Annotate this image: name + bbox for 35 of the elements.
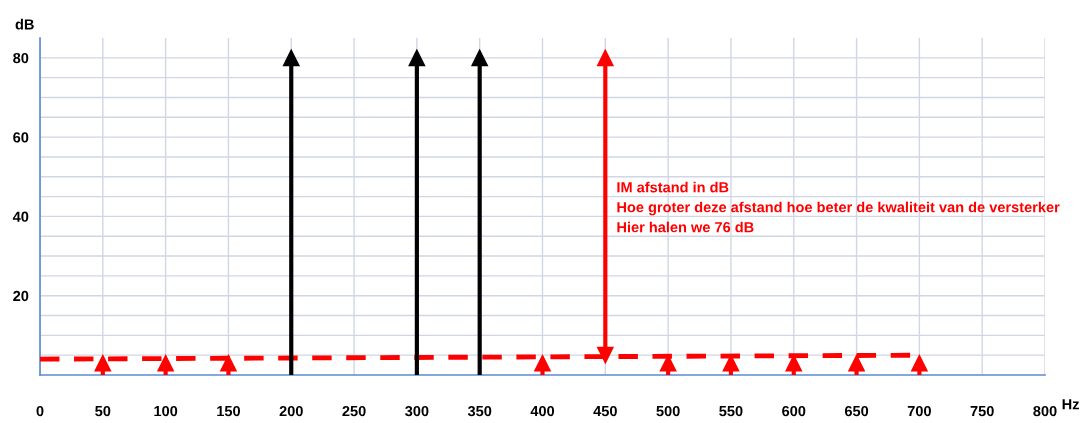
point (596, 346, 614, 364)
x-tick-label: 100 (154, 405, 178, 417)
point (282, 49, 300, 67)
y-tick-label: 40 (12, 211, 29, 222)
x-tick-label: 750 (970, 405, 994, 417)
point (911, 354, 928, 372)
y-tick-label: 80 (13, 52, 29, 64)
annotation: IM afstand in dB Hoe groter deze afstand hoe beter de kwaliteit van de versterker Hier halen we 76 dB (617, 181, 1060, 233)
point (471, 49, 489, 67)
x-tick-label: 650 (844, 405, 869, 417)
x-tick-label: 800 (1033, 405, 1057, 417)
y-tick-label: 60 (13, 132, 29, 143)
point (94, 354, 112, 372)
x-tick-label: 50 (95, 405, 111, 417)
x-tick-label: 450 (593, 405, 617, 417)
x-tick-label: 700 (907, 405, 931, 417)
x-tick-label: 350 (467, 405, 492, 417)
y-tick-label: 20 (13, 290, 29, 302)
x-tick-label: 0 (36, 405, 44, 417)
x-tick-label: 250 (342, 405, 366, 417)
point (848, 354, 865, 372)
point (534, 354, 551, 372)
x-tick-label: 300 (405, 405, 429, 417)
x-tick-label: 150 (217, 405, 241, 417)
x-tick-label: 400 (530, 405, 555, 417)
point (596, 49, 614, 67)
x-tick-label: 550 (719, 405, 743, 417)
point (157, 354, 174, 372)
x-tick-label: 600 (782, 405, 806, 417)
x-tick-label: 200 (279, 405, 303, 417)
x-axis-title: Hz (1062, 399, 1079, 410)
point (408, 49, 426, 67)
point (220, 354, 237, 372)
x-tick-label: 500 (656, 405, 680, 417)
y-axis-title: dB (15, 18, 34, 30)
